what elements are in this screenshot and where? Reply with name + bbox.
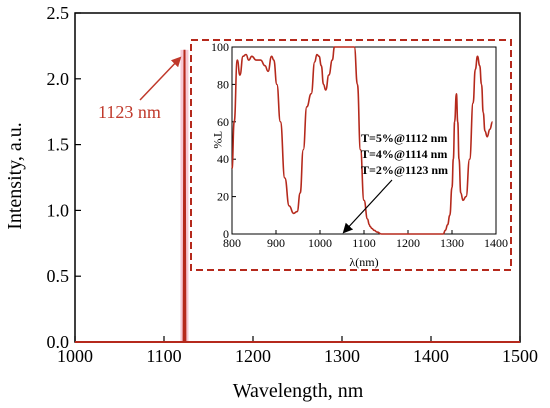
main-x-axis-title: Wavelength, nm	[233, 380, 364, 402]
main-plot: 1000 1100 1200 1300 1400 15000.00.51.01.52.02…	[4, 3, 538, 402]
main-x-tick-label: 1200	[235, 346, 271, 366]
inset-dashed-border	[190, 39, 512, 271]
main-x-tick-label: 1500	[502, 346, 538, 366]
main-x-tick-label: 1400	[413, 346, 449, 366]
inset-y-tick-label: 80	[217, 77, 229, 91]
main-y-tick-label: 1.5	[47, 135, 70, 155]
inset-axis-ticks: 800 900 1000 1100 1200 1300 1400 0 20 40 60 80 100	[211, 40, 508, 250]
inset-x-tick-label: 1300	[440, 236, 464, 250]
inset-y-tick-label: 0	[223, 227, 229, 241]
main-x-tick-label: 1000	[57, 346, 93, 366]
main-y-tick-label: 2.0	[47, 69, 70, 89]
inset-transmission-line	[231, 46, 493, 235]
inset-y-tick-label: 20	[217, 190, 229, 204]
inset-x-tick-label: 800	[223, 236, 241, 250]
inset-y-axis-title: T%	[211, 131, 225, 148]
inset-x-tick-label: 1400	[484, 236, 508, 250]
main-y-tick-label: 1.0	[47, 200, 70, 220]
inset-y-tick-label: 100	[211, 40, 229, 54]
inset-x-axis-title: λ(nm)	[349, 255, 378, 269]
peak-wavelength-label: 1123 nm	[98, 102, 161, 122]
inset-callout-arrow	[342, 179, 393, 234]
inset-x-tick-label: 1100	[352, 236, 376, 250]
main-x-tick-label: 1100	[146, 346, 181, 366]
inset-annotation-1: T=5%@1112 nm	[361, 131, 447, 145]
main-x-tick-label: 1300	[324, 346, 360, 366]
inset-annotation-2: T=4%@1114 nm	[361, 147, 447, 161]
inset-transmission-plot: 800 900 1000 1100 1200 1300 1400 0 20 40 60 80 100 λ…	[211, 40, 508, 269]
main-y-tick-label: 0.5	[47, 266, 70, 286]
inset-y-tick-label: 60	[217, 115, 229, 129]
peak-callout-arrow	[139, 56, 182, 101]
inset-x-tick-label: 1200	[396, 236, 420, 250]
inset-x-tick-label: 900	[267, 236, 285, 250]
inset-x-tick-label: 1000	[308, 236, 332, 250]
inset-annotation-3: T=2%@1123 nm	[361, 163, 448, 177]
main-axis-ticks: 1000 1100 1200 1300 1400 15000.00.51.01.52.02…	[47, 3, 539, 366]
inset-y-tick-label: 40	[217, 152, 229, 166]
main-y-tick-label: 0.0	[47, 332, 70, 352]
main-y-tick-label: 2.5	[47, 3, 70, 23]
main-y-axis-title: Intensity, a.u.	[4, 122, 26, 230]
main-spectrum-line	[75, 49, 520, 343]
